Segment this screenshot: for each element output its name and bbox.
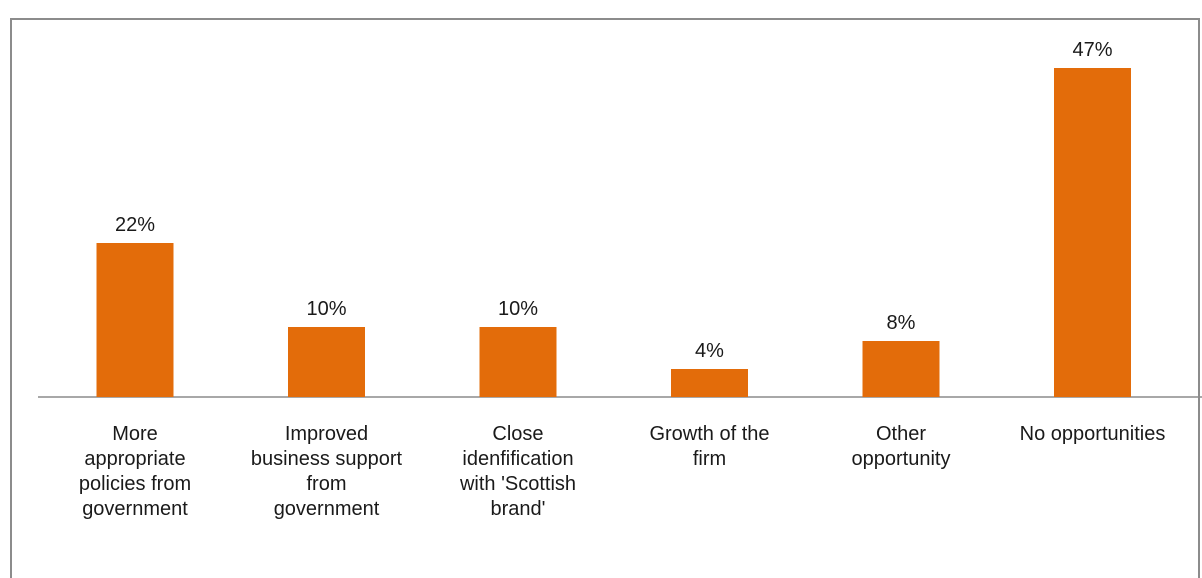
bar [479,327,557,397]
chart-frame [10,18,1200,578]
category-label-line: idenfification [462,448,573,470]
bar-chart: 22% 10% 10% 4% 8% 47% More appropriate policies… [38,39,1202,520]
category-label-line: More [112,423,158,445]
data-label: 47% [1072,39,1112,61]
category-label-line: with 'Scottish [459,473,576,495]
category-label-line: firm [693,448,726,470]
category-label-line: government [274,498,380,520]
data-label: 10% [306,298,346,320]
bar [862,341,940,397]
category-label: More appropriate policies from government [79,423,191,520]
category-label-line: appropriate [84,448,185,470]
category-label-line: Other [876,423,926,445]
data-label: 10% [498,298,538,320]
category-label-line: policies from [79,473,191,495]
category-label-line: Close [492,423,543,445]
category-label-line: government [82,498,188,520]
bar [288,327,365,397]
category-label-line: business support [251,448,403,470]
data-label: 4% [695,340,724,362]
category-label-line: opportunity [852,448,951,470]
category-label: Close idenfification with 'Scottish brand' [459,423,576,520]
category-label-line: No opportunities [1020,423,1166,445]
bars-group [96,68,1131,397]
category-label-line: Growth of the [649,423,769,445]
data-label: 8% [887,312,916,334]
category-label: Growth of the firm [649,423,769,470]
category-label: Improved business support from government [251,423,403,520]
category-label-line: Improved [285,423,368,445]
category-label-line: brand' [491,498,546,520]
bar [96,243,174,397]
category-label: No opportunities [1020,423,1166,445]
data-labels-group: 22% 10% 10% 4% 8% 47% [115,39,1113,362]
data-label: 22% [115,214,155,236]
category-label: Other opportunity [852,423,951,470]
category-labels-group: More appropriate policies from governmentIm… [79,423,1165,520]
bar [671,369,748,397]
bar [1054,68,1131,397]
category-label-line: from [307,473,347,495]
